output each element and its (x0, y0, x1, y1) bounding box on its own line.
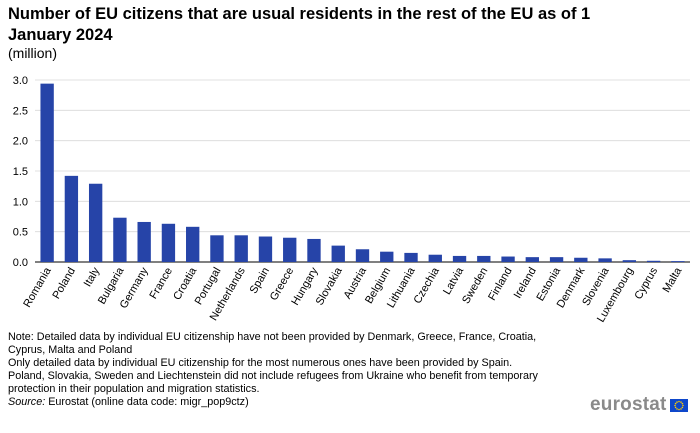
x-tick-label: Italy (82, 265, 103, 289)
y-tick-label: 2.5 (13, 105, 28, 117)
bar-croatia[interactable] (186, 226, 200, 262)
bar-belgium[interactable] (380, 251, 394, 262)
source-line: Source: Eurostat (online data code: migr… (8, 396, 249, 409)
bar-latvia[interactable] (452, 255, 467, 262)
y-tick-label: 1.5 (13, 166, 28, 178)
bar-lithuania[interactable] (404, 252, 418, 262)
source-text: Eurostat (online data code: migr_pop9ctz… (45, 396, 249, 408)
note-line-3: Poland, Slovakia, Sweden and Liechtenste… (8, 370, 538, 395)
bar-czechia[interactable] (428, 254, 442, 262)
bar-germany[interactable] (137, 221, 151, 262)
notes: Note: Detailed data by individual EU cit… (8, 331, 568, 396)
bar-ireland[interactable] (525, 257, 539, 262)
bar-romania[interactable] (40, 83, 54, 262)
source-label: Source: (8, 396, 46, 408)
bar-luxembourg[interactable] (622, 260, 637, 262)
note-line-1: Note: Detailed data by individual EU cit… (8, 331, 537, 356)
bar-estonia[interactable] (549, 257, 564, 262)
chart-title: Number of EU citizens that are usual res… (8, 5, 591, 44)
bar-poland[interactable] (64, 175, 79, 262)
x-tick-label: Spain (248, 266, 272, 296)
y-tick-label: 2.0 (13, 136, 28, 148)
bar-bulgaria[interactable] (113, 217, 127, 262)
bar-slovakia[interactable] (331, 245, 345, 262)
logo-wordmark: eurostat (590, 394, 667, 415)
bar-netherlands[interactable] (234, 235, 248, 262)
bar-sweden[interactable] (477, 255, 491, 262)
bar-greece[interactable] (283, 237, 297, 262)
bar-hungary[interactable] (307, 238, 321, 262)
bar-portugal[interactable] (210, 235, 224, 262)
bars (40, 83, 685, 262)
gridlines (35, 79, 690, 263)
y-tick-label: 1.0 (13, 196, 28, 208)
bar-spain[interactable] (258, 236, 273, 262)
bar-finland[interactable] (501, 256, 515, 262)
eu-flag-icon (669, 398, 688, 412)
bar-slovenia[interactable] (598, 258, 612, 262)
bar-austria[interactable] (355, 249, 370, 262)
y-tick-label: 0.5 (13, 227, 28, 239)
x-tick-label: Finland (486, 266, 514, 303)
chart-unit: (million) (8, 45, 57, 61)
x-tick-label: Romania (21, 265, 54, 310)
note-line-2: Only detailed data by individual EU citi… (8, 357, 513, 369)
bar-italy[interactable] (88, 183, 103, 262)
eurostat-logo[interactable]: eurostat (590, 394, 688, 416)
y-axis-ticks: 0.0 0.5 1.0 1.5 2.0 2.5 3.0 (13, 75, 28, 269)
bar-cyprus[interactable] (646, 260, 661, 262)
x-tick-label: Malta (661, 265, 685, 295)
x-tick-label: Cyprus (632, 265, 660, 302)
bar-france[interactable] (161, 223, 176, 262)
y-tick-label: 0.0 (13, 257, 28, 269)
x-tick-label: Poland (50, 266, 78, 302)
bar-malta[interactable] (671, 261, 685, 262)
x-tick-label: Latvia (441, 265, 467, 297)
y-tick-label: 3.0 (13, 75, 28, 87)
bar-denmark[interactable] (574, 257, 588, 262)
